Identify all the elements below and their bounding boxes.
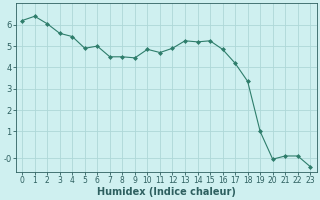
X-axis label: Humidex (Indice chaleur): Humidex (Indice chaleur) bbox=[97, 187, 236, 197]
